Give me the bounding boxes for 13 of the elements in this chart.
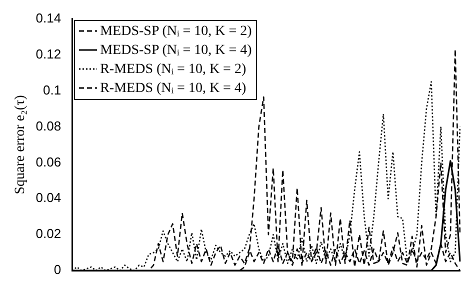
legend-label: MEDS-SP (Nᵢ = 10, K = 2) (100, 22, 252, 41)
y-tick-label: 0.06 (36, 154, 62, 170)
y-tick-label: 0.14 (36, 10, 62, 26)
legend-label: R-MEDS (Nᵢ = 10, K = 2) (100, 60, 246, 79)
legend-label: R-MEDS (Nᵢ = 10, K = 4) (100, 80, 246, 98)
y-axis-title: Square error e₂(τ) (13, 94, 28, 194)
legend-label: MEDS-SP (Nᵢ = 10, K = 4) (100, 42, 252, 60)
y-tick-label: 0.1 (43, 82, 62, 98)
y-tick-label: 0.12 (36, 46, 62, 62)
y-tick-label: 0.04 (36, 190, 62, 206)
y-tick-label: 0 (54, 262, 62, 278)
y-tick-label: 0.02 (36, 226, 62, 242)
y-tick-label: 0.08 (36, 118, 62, 134)
